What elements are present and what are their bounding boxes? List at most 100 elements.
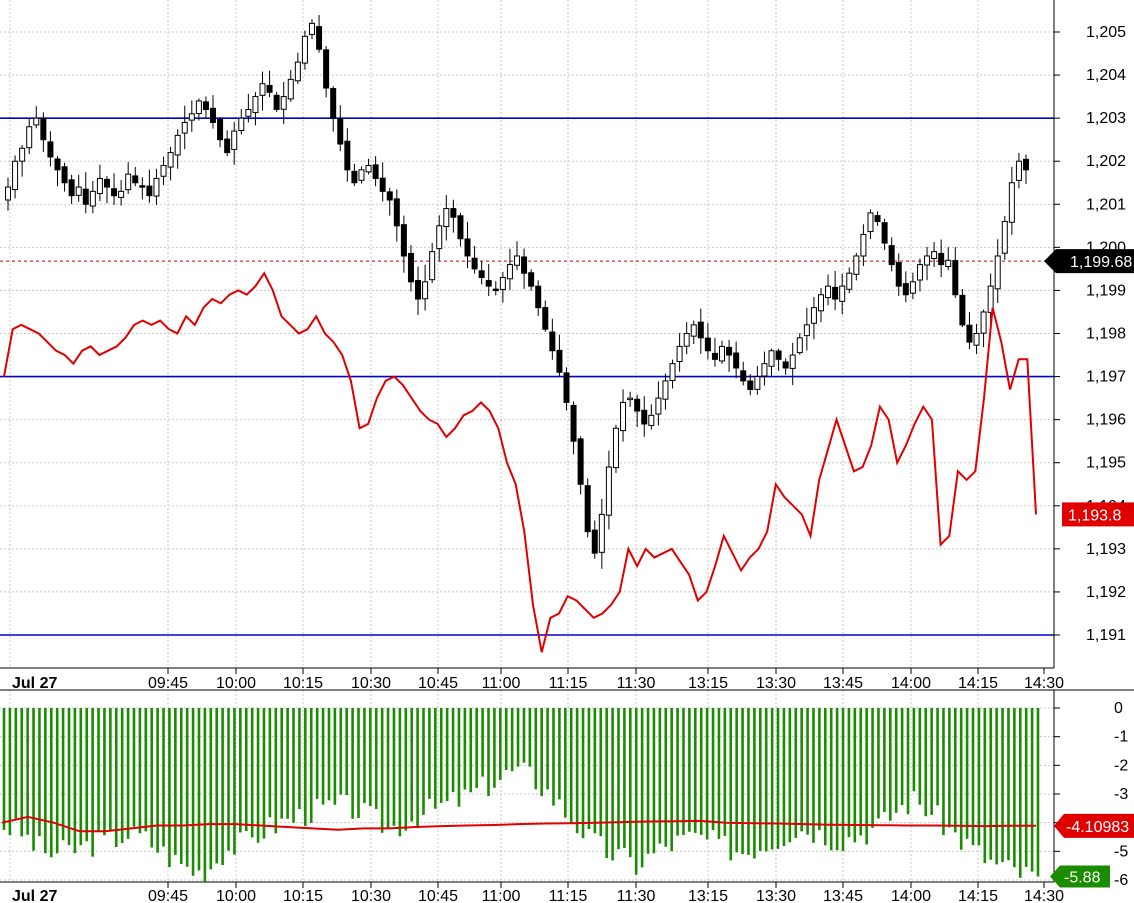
candle-down bbox=[146, 185, 153, 197]
candle-up bbox=[1008, 182, 1015, 223]
candle-down bbox=[478, 270, 485, 279]
last-price-tag-bg bbox=[1044, 249, 1134, 274]
candle-up bbox=[422, 281, 429, 300]
candle-down bbox=[400, 224, 407, 257]
candle-up bbox=[118, 190, 125, 198]
candle-down bbox=[316, 26, 323, 50]
candle-down bbox=[959, 294, 966, 326]
candle-up bbox=[803, 324, 810, 337]
candle-up bbox=[33, 117, 40, 126]
candle-up bbox=[980, 311, 987, 334]
candle-up bbox=[160, 165, 167, 177]
candle-down bbox=[82, 188, 89, 205]
candle-up bbox=[796, 337, 803, 354]
candle-up bbox=[245, 109, 252, 117]
candle-down bbox=[591, 529, 598, 554]
candle-up bbox=[690, 324, 697, 337]
candle-down bbox=[881, 222, 888, 244]
indicator-bars bbox=[2, 708, 1040, 883]
candle-up bbox=[931, 251, 938, 260]
candle-up bbox=[5, 186, 11, 201]
candle-up bbox=[280, 96, 287, 110]
candle-up bbox=[358, 169, 365, 181]
price-x-tick-label: 14:00 bbox=[891, 675, 931, 692]
indicator-x-axis: 09:45 10:00 10:15 10:30 10:45 11:00 11:15 11:30… bbox=[148, 882, 1064, 903]
price-x-tick-label: 10:00 bbox=[216, 675, 256, 692]
indicator-y-tick-label: -2 bbox=[1114, 757, 1128, 774]
candle-up bbox=[174, 134, 181, 156]
candle-down bbox=[697, 321, 704, 339]
candle-up bbox=[867, 212, 874, 233]
candle-up bbox=[973, 333, 980, 346]
indicator-x-tick-label: 11:30 bbox=[617, 888, 656, 903]
price-y-tick-label: 1,201 bbox=[1086, 196, 1126, 213]
candle-up bbox=[839, 285, 846, 302]
candle-up bbox=[909, 281, 916, 294]
price-panel: 1,1911,1921,1931,1941,1951,1961,1971,198… bbox=[0, 0, 1134, 692]
price-y-tick-label: 1,197 bbox=[1086, 369, 1126, 386]
candle-down bbox=[902, 283, 909, 296]
candle-up bbox=[846, 272, 853, 290]
candle-down bbox=[68, 179, 75, 197]
candle-down bbox=[895, 262, 902, 287]
indicator-y-axis: 0-1-2-3-4-5-6 bbox=[1054, 700, 1128, 889]
candle-down bbox=[415, 280, 422, 300]
price-x-axis: 09:45 10:00 10:15 10:30 10:45 11:00 11:15 11:30… bbox=[148, 668, 1064, 692]
candle-down bbox=[323, 49, 330, 89]
candle-up bbox=[238, 117, 245, 131]
candle-down bbox=[726, 346, 733, 356]
candle-up bbox=[365, 165, 372, 173]
candle-up bbox=[499, 277, 506, 290]
candle-down bbox=[740, 370, 747, 382]
candle-down bbox=[556, 349, 563, 373]
price-x-tick-label: 10:15 bbox=[283, 675, 323, 692]
candle-down bbox=[210, 107, 217, 123]
candle-down bbox=[351, 170, 358, 184]
candle-up bbox=[810, 307, 817, 324]
price-y-tick-label: 1,193 bbox=[1086, 541, 1126, 558]
candle-up bbox=[259, 83, 266, 96]
candle-up bbox=[436, 225, 443, 250]
indicator-y-tick-label: -3 bbox=[1114, 786, 1128, 803]
price-x-tick-label: 11:00 bbox=[482, 675, 521, 692]
price-x-tick-label: 09:45 bbox=[148, 675, 188, 692]
last-price-tag: 1,199.68 bbox=[1044, 249, 1134, 274]
candle-up bbox=[612, 427, 619, 469]
indicator-x-tick-label: 10:15 bbox=[283, 888, 323, 903]
candle-down bbox=[337, 117, 344, 145]
price-x-tick-label: 13:45 bbox=[823, 675, 863, 692]
candle-down bbox=[775, 350, 782, 360]
candle-down bbox=[542, 307, 549, 330]
price-x-tick-label: 11:30 bbox=[617, 675, 656, 692]
price-y-tick-label: 1,195 bbox=[1086, 455, 1126, 472]
candle-down bbox=[549, 331, 556, 352]
candle-up bbox=[916, 264, 923, 281]
candle-down bbox=[938, 252, 945, 266]
candle-up bbox=[945, 259, 952, 268]
candle-up bbox=[598, 513, 605, 553]
signal-last-tag-bg bbox=[1054, 813, 1134, 838]
candle-down bbox=[874, 215, 881, 223]
candle-down bbox=[111, 188, 118, 197]
price-grid bbox=[0, 0, 1054, 669]
indicator-x-tick-label: 13:45 bbox=[823, 888, 863, 903]
candle-up bbox=[789, 354, 796, 369]
indicator-date-label: Jul 27 bbox=[12, 888, 57, 903]
candle-down bbox=[266, 84, 273, 93]
candle-up bbox=[754, 376, 761, 390]
candle-down bbox=[47, 141, 54, 158]
price-x-tick-label: 13:30 bbox=[756, 675, 796, 692]
candle-up bbox=[443, 208, 450, 228]
price-y-tick-label: 1,202 bbox=[1086, 153, 1126, 170]
candle-up bbox=[301, 35, 308, 64]
candle-up bbox=[181, 121, 188, 134]
indicator-x-tick-label: 14:00 bbox=[891, 888, 931, 903]
candle-down bbox=[584, 485, 591, 533]
red-series-line bbox=[3, 271, 1037, 653]
price-x-tick-label: 10:45 bbox=[418, 675, 458, 692]
candle-down bbox=[450, 208, 457, 218]
candle-up bbox=[252, 96, 259, 114]
candle-down bbox=[61, 166, 68, 184]
red-series-last-tag-bg bbox=[1062, 502, 1134, 527]
